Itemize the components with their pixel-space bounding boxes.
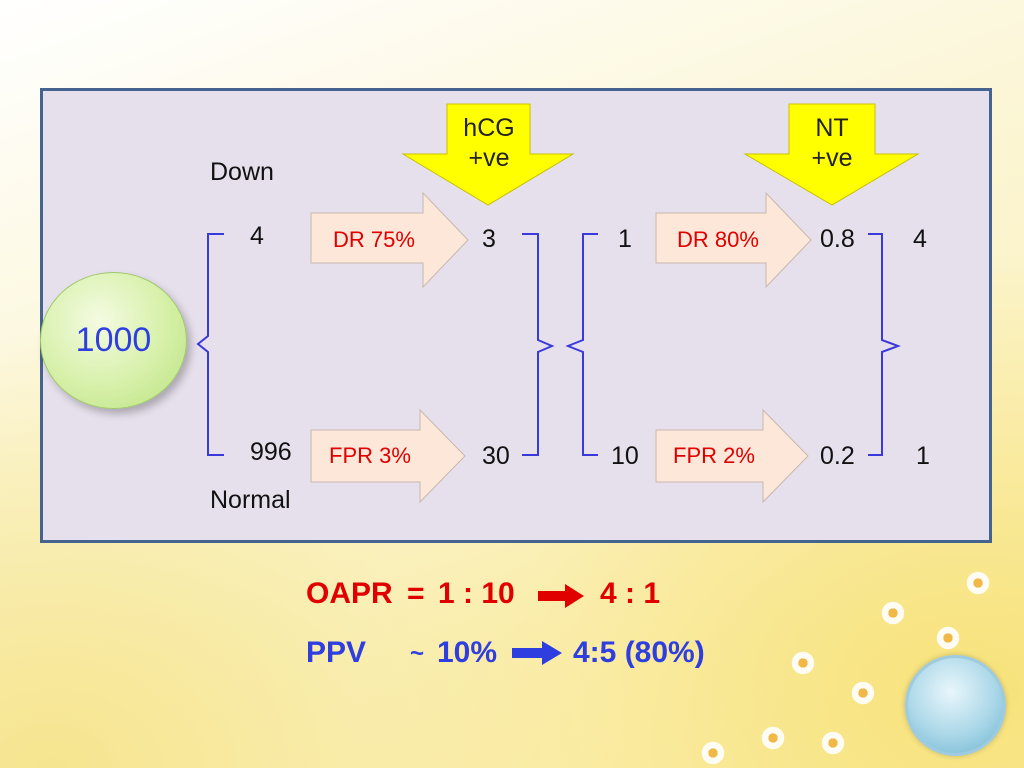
flower-decoration	[790, 650, 816, 676]
fpr1-arrow	[310, 408, 466, 504]
ppv-from: 10%	[437, 636, 498, 669]
nt-label-line1: NT	[815, 114, 849, 142]
flower-decoration	[820, 730, 846, 756]
ppv-to: 4:5 (80%)	[573, 636, 705, 669]
dr1-arrow	[310, 191, 469, 289]
oapr-from: 1 : 10	[438, 577, 515, 610]
flower-decoration	[965, 570, 991, 596]
fpr2-text: FPR 2%	[673, 443, 755, 468]
normal-count: 996	[250, 438, 292, 466]
hcg-yellow-arrow	[401, 103, 575, 206]
stage2-down-result: 0.8	[820, 225, 855, 253]
hcg-label-line1: hCG	[463, 114, 515, 142]
fpr1-text: FPR 3%	[329, 443, 411, 468]
population-circle: 1000	[40, 272, 187, 409]
ppv-blue-arrow	[512, 641, 562, 665]
down-label: Down	[210, 158, 274, 186]
flower-decoration	[760, 725, 786, 751]
nt-yellow-arrow	[743, 103, 920, 206]
final-normal: 1	[916, 442, 930, 470]
dr2-text: DR 80%	[677, 227, 759, 252]
ppv-label: PPV	[306, 636, 367, 669]
dr1-text: DR 75%	[333, 227, 415, 252]
final-down: 4	[913, 225, 927, 253]
hcg-label-line2: +ve	[468, 144, 510, 172]
hcg-label: hCG +ve	[449, 113, 529, 173]
flower-decoration	[935, 625, 961, 651]
nt-label-line2: +ve	[811, 144, 853, 172]
oapr-to: 4 : 1	[600, 577, 661, 610]
nt-label: NT +ve	[792, 113, 872, 173]
stage2-normal-result: 0.2	[820, 442, 855, 470]
stage1-normal-result: 30	[482, 442, 510, 470]
down-count: 4	[250, 222, 264, 250]
flower-decoration	[850, 680, 876, 706]
left-brace	[196, 233, 224, 456]
oapr-label: OAPR	[306, 577, 393, 610]
oapr-red-arrow	[538, 584, 584, 608]
population-total: 1000	[75, 321, 152, 359]
dr2-arrow	[655, 191, 812, 289]
normal-label: Normal	[210, 486, 291, 514]
flower-decoration	[880, 600, 906, 626]
fpr2-arrow	[655, 408, 809, 504]
oapr-equals: =	[407, 577, 425, 610]
stage2-normal-input: 10	[611, 442, 639, 470]
stage1-right-brace	[522, 233, 555, 456]
stage2-right-brace	[868, 233, 901, 456]
stage2-left-brace	[565, 233, 598, 456]
ppv-approx: ~	[410, 640, 425, 667]
decorative-bubble	[905, 655, 1006, 756]
stage1-down-result: 3	[482, 225, 496, 253]
flower-decoration	[700, 740, 726, 766]
stage2-down-input: 1	[618, 225, 632, 253]
